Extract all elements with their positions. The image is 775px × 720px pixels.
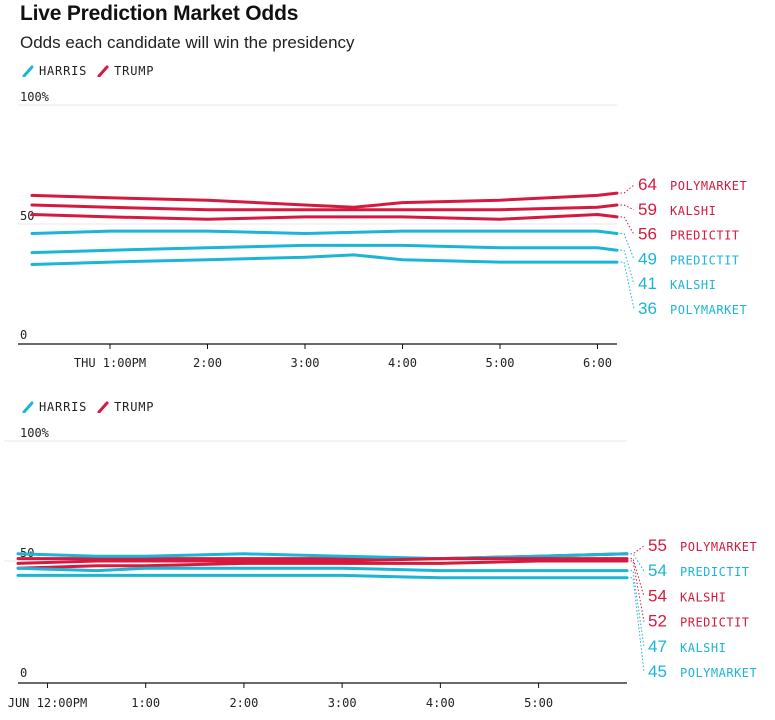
series-market-label: POLYMARKET <box>670 303 747 317</box>
legend-label-trump: TRUMP <box>114 64 155 78</box>
series-line-harris-polymarket <box>16 573 629 580</box>
legend-bottom: HARRIS TRUMP <box>22 400 164 414</box>
label-connector <box>617 261 635 310</box>
y-tick-label: 50 <box>20 209 34 223</box>
label-connector <box>617 249 635 285</box>
series-line-trump-predictit <box>30 213 619 221</box>
series-line-trump-kalshi <box>30 203 619 212</box>
series-end-value: 54 <box>648 561 667 580</box>
trump-swatch-icon <box>97 65 109 77</box>
series-line-trump-predictit <box>16 559 629 570</box>
series-end-value: 45 <box>648 662 667 681</box>
harris-swatch-icon <box>22 65 34 77</box>
label-connector <box>627 570 645 647</box>
label-connector <box>627 560 645 622</box>
legend-label-trump: TRUMP <box>114 400 155 414</box>
x-tick-label: 5:00 <box>524 696 553 710</box>
chart-title: Live Prediction Market Odds <box>20 2 299 25</box>
y-tick-label: 0 <box>20 328 27 342</box>
legend-item-trump: TRUMP <box>97 400 154 414</box>
label-connector <box>617 204 635 211</box>
label-connector <box>627 553 645 572</box>
harris-swatch-icon <box>22 401 34 413</box>
series-market-label: PREDICTIT <box>680 616 750 630</box>
series-end-value: 49 <box>638 249 657 268</box>
label-connector <box>627 558 645 597</box>
series-line-trump-polymarket <box>30 191 619 209</box>
x-tick-label: 1:00 <box>131 696 160 710</box>
series-end-value: 64 <box>638 175 657 194</box>
legend-label-harris: HARRIS <box>39 64 88 78</box>
series-line-harris-kalshi <box>30 243 619 255</box>
series-end-value: 52 <box>648 612 667 631</box>
legend-label-harris: HARRIS <box>39 400 88 414</box>
series-market-label: POLYMARKET <box>680 666 757 680</box>
y-tick-label: 100% <box>20 90 50 104</box>
series-market-label: KALSHI <box>680 590 726 604</box>
series-market-label: PREDICTIT <box>670 253 740 267</box>
series-market-label: POLYMARKET <box>680 540 757 554</box>
series-line-harris-polymarket <box>30 253 619 266</box>
label-connector <box>617 233 635 260</box>
label-connector <box>617 184 635 194</box>
trump-swatch-icon <box>97 401 109 413</box>
x-tick-label: 4:00 <box>426 696 455 710</box>
legend-item-harris: HARRIS <box>22 64 87 78</box>
x-tick-label: 3:00 <box>328 696 357 710</box>
label-connector <box>617 216 635 235</box>
x-tick-label: 2:00 <box>229 696 258 710</box>
series-end-value: 47 <box>648 637 667 656</box>
series-line-harris-predictit <box>30 229 619 235</box>
chart-subtitle: Odds each candidate will win the preside… <box>20 33 355 52</box>
series-market-label: POLYMARKET <box>670 179 747 193</box>
y-tick-label: 0 <box>20 666 27 680</box>
x-tick-label: 3:00 <box>291 356 320 370</box>
series-market-label: KALSHI <box>670 278 716 292</box>
x-tick-label: 5:00 <box>486 356 515 370</box>
label-connector <box>627 577 645 673</box>
series-line-harris-predictit <box>16 552 629 561</box>
x-tick-label: 4:00 <box>388 356 417 370</box>
chart-top: 100% 50 0 THU 1:00PM 2:00 3:00 4:00 5:00 6:00 64 P… <box>18 90 747 370</box>
x-tick-label: 6:00 <box>583 356 612 370</box>
series-end-value: 54 <box>648 586 667 605</box>
series-end-value: 36 <box>638 299 657 318</box>
series-market-label: PREDICTIT <box>680 565 750 579</box>
series-line-harris-kalshi <box>16 566 629 573</box>
x-tick-label: JUN 12:00PM <box>8 696 87 710</box>
series-end-value: 55 <box>648 536 667 555</box>
series-market-label: PREDICTIT <box>670 229 740 243</box>
x-tick-label: 2:00 <box>193 356 222 370</box>
series-end-value: 59 <box>638 200 657 219</box>
label-connector <box>627 545 645 555</box>
series-line-trump-kalshi <box>16 557 629 565</box>
legend-top: HARRIS TRUMP <box>22 64 164 78</box>
legend-item-trump: TRUMP <box>97 64 154 78</box>
series-end-value: 41 <box>638 274 657 293</box>
x-tick-label: THU 1:00PM <box>74 356 146 370</box>
legend-item-harris: HARRIS <box>22 400 87 414</box>
y-tick-label: 100% <box>20 426 50 440</box>
series-market-label: KALSHI <box>680 641 726 655</box>
series-end-value: 56 <box>638 225 657 244</box>
series-market-label: KALSHI <box>670 204 716 218</box>
